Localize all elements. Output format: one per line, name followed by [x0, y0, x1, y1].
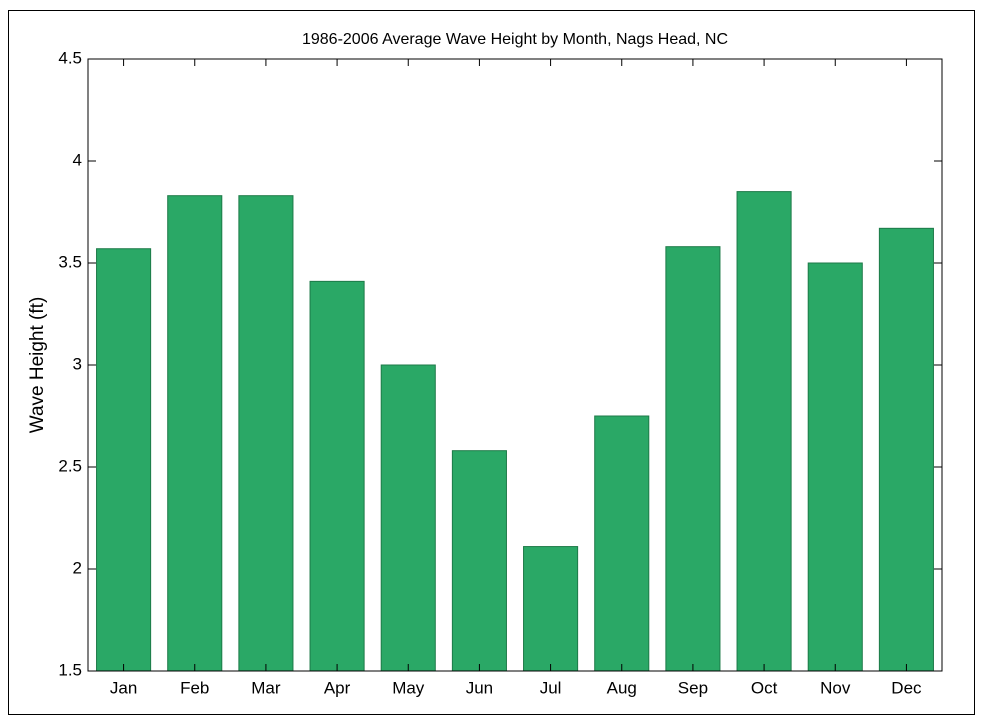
bar [878, 227, 934, 672]
bar [96, 248, 152, 672]
chart-title: 1986-2006 Average Wave Height by Month, … [302, 31, 728, 48]
plot-area [87, 58, 943, 672]
x-tick-label: Apr [324, 678, 351, 697]
y-tick-label: 4 [73, 150, 82, 169]
x-tick-label: Feb [180, 678, 209, 697]
y-tick-label: 2 [73, 558, 82, 577]
x-tick-label: Jun [466, 678, 493, 697]
x-tick-label: Aug [607, 678, 637, 697]
bar [451, 450, 507, 672]
bar [523, 546, 579, 672]
y-tick-label: 3 [73, 354, 82, 373]
x-tick-label: Mar [251, 678, 281, 697]
bar [594, 415, 650, 672]
x-tick-label: Nov [820, 678, 851, 697]
y-axis-label: Wave Height (ft) [27, 297, 48, 434]
y-tick-label: 2.5 [58, 456, 82, 475]
x-tick-label: May [392, 678, 425, 697]
bar [380, 364, 436, 672]
x-tick-label: Jul [540, 678, 562, 697]
bar [167, 195, 223, 672]
bar [736, 191, 792, 672]
y-tick-label: 3.5 [58, 252, 82, 271]
y-tick-label: 4.5 [58, 48, 82, 67]
x-tick-label: Sep [678, 678, 708, 697]
bar [665, 246, 721, 672]
bar [309, 280, 365, 672]
y-tick-label: 1.5 [58, 660, 82, 679]
x-tick-label: Dec [891, 678, 922, 697]
x-tick-label: Oct [751, 678, 778, 697]
bar [238, 195, 294, 672]
x-tick-label: Jan [110, 678, 137, 697]
bar [807, 262, 863, 672]
